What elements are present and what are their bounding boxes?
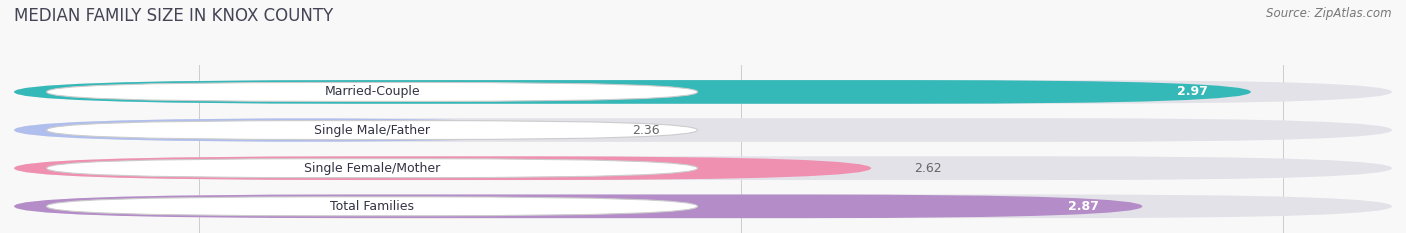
Text: Total Families: Total Families — [330, 200, 415, 213]
FancyBboxPatch shape — [46, 197, 697, 216]
Text: 2.62: 2.62 — [914, 162, 942, 175]
Text: Married-Couple: Married-Couple — [325, 86, 420, 98]
FancyBboxPatch shape — [14, 118, 589, 142]
FancyBboxPatch shape — [14, 80, 1251, 104]
Text: Single Female/Mother: Single Female/Mother — [304, 162, 440, 175]
FancyBboxPatch shape — [14, 156, 872, 180]
Text: Source: ZipAtlas.com: Source: ZipAtlas.com — [1267, 7, 1392, 20]
FancyBboxPatch shape — [46, 121, 697, 140]
Text: 2.87: 2.87 — [1069, 200, 1099, 213]
FancyBboxPatch shape — [14, 195, 1392, 218]
FancyBboxPatch shape — [46, 159, 697, 178]
Text: 2.36: 2.36 — [633, 123, 659, 137]
Text: Single Male/Father: Single Male/Father — [314, 123, 430, 137]
FancyBboxPatch shape — [14, 80, 1392, 104]
FancyBboxPatch shape — [14, 195, 1143, 218]
Text: MEDIAN FAMILY SIZE IN KNOX COUNTY: MEDIAN FAMILY SIZE IN KNOX COUNTY — [14, 7, 333, 25]
FancyBboxPatch shape — [46, 82, 697, 101]
FancyBboxPatch shape — [14, 156, 1392, 180]
FancyBboxPatch shape — [14, 118, 1392, 142]
Text: 2.97: 2.97 — [1177, 86, 1208, 98]
